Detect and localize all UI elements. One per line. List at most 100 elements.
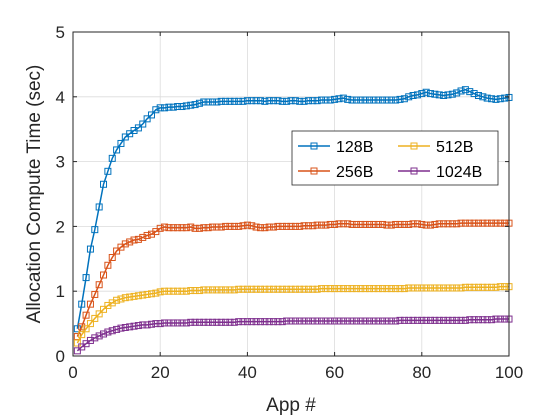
data-point — [479, 219, 487, 227]
data-point — [357, 317, 365, 325]
data-point — [348, 220, 356, 228]
data-point — [222, 318, 230, 326]
data-point — [431, 284, 439, 292]
data-point — [213, 223, 221, 231]
data-point — [100, 180, 108, 188]
data-point — [474, 316, 482, 324]
data-point — [461, 283, 469, 291]
data-point — [95, 203, 103, 211]
data-point — [331, 220, 339, 228]
data-point — [370, 96, 378, 104]
data-point — [235, 97, 243, 105]
data-point — [178, 287, 186, 295]
data-point — [357, 96, 365, 104]
data-point — [213, 98, 221, 106]
data-point — [209, 223, 217, 231]
data-point — [479, 316, 487, 324]
data-point — [418, 220, 426, 228]
data-point — [226, 318, 234, 326]
data-point — [348, 285, 356, 293]
data-point — [344, 95, 352, 103]
data-point — [352, 96, 360, 104]
data-point — [91, 290, 99, 298]
data-point — [117, 324, 125, 332]
data-point — [134, 322, 142, 330]
data-point — [479, 283, 487, 291]
data-point — [309, 97, 317, 105]
data-point — [374, 285, 382, 293]
data-point — [200, 286, 208, 294]
data-point — [261, 318, 269, 326]
data-point — [440, 92, 448, 99]
data-point — [387, 317, 395, 325]
data-point — [278, 318, 286, 326]
data-point — [283, 285, 291, 293]
y-tick-label: 2 — [56, 217, 65, 236]
data-point — [95, 332, 103, 340]
data-point — [230, 222, 238, 230]
data-point — [274, 285, 282, 293]
data-point — [392, 220, 400, 228]
data-point — [501, 94, 509, 102]
data-point — [318, 317, 326, 325]
data-point — [374, 96, 382, 104]
data-point — [501, 315, 509, 323]
data-point — [130, 292, 138, 300]
data-point — [383, 317, 391, 325]
data-point — [483, 219, 491, 227]
data-point — [108, 154, 116, 162]
data-point — [291, 317, 299, 325]
plot-frame — [72, 31, 510, 357]
data-point — [387, 221, 395, 229]
data-point — [113, 146, 121, 154]
data-point — [409, 316, 417, 324]
legend-marker — [410, 142, 418, 150]
data-point — [474, 92, 482, 99]
data-point — [248, 285, 256, 293]
data-point — [222, 222, 230, 230]
data-point — [466, 219, 474, 227]
data-point — [344, 220, 352, 228]
data-point — [156, 224, 164, 232]
series-128B — [73, 86, 513, 333]
data-point — [248, 97, 256, 105]
legend-marker — [410, 167, 418, 175]
data-point — [278, 285, 286, 293]
data-point — [461, 219, 469, 227]
data-point — [361, 220, 369, 228]
data-point — [161, 287, 169, 295]
data-point — [134, 292, 142, 300]
data-point — [396, 220, 404, 228]
data-point — [409, 92, 417, 99]
data-point — [318, 96, 326, 104]
data-point — [483, 283, 491, 291]
data-point — [309, 285, 317, 293]
data-point — [304, 317, 312, 325]
data-point — [134, 235, 142, 243]
data-point — [230, 318, 238, 326]
data-point — [344, 285, 352, 293]
data-point — [113, 325, 121, 333]
data-point — [204, 224, 212, 232]
data-point — [95, 281, 103, 289]
data-point — [444, 220, 452, 228]
data-point — [256, 97, 264, 105]
series-1024B — [73, 315, 513, 355]
legend: 128B 512B 256B 1024B — [291, 130, 499, 186]
data-point — [78, 300, 86, 308]
data-point — [492, 95, 500, 103]
legend-box — [291, 130, 499, 186]
data-point — [296, 222, 304, 230]
data-point — [204, 318, 212, 326]
legend-entry-256B: 256B — [298, 164, 373, 181]
data-point — [357, 285, 365, 293]
data-point — [100, 330, 108, 338]
data-point — [361, 96, 369, 104]
data-point — [304, 285, 312, 293]
data-point — [187, 101, 195, 109]
data-point — [100, 271, 108, 279]
data-point — [300, 285, 308, 293]
data-point — [204, 286, 212, 294]
data-point — [400, 95, 408, 103]
data-point — [422, 88, 430, 96]
